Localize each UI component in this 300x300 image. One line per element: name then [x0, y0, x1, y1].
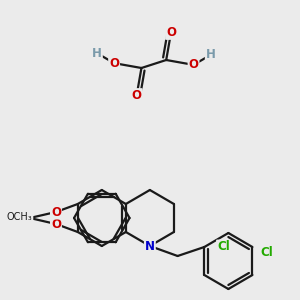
Text: OCH₃: OCH₃ [6, 212, 32, 222]
Text: Cl: Cl [217, 241, 230, 254]
Text: O: O [51, 206, 61, 218]
Text: Cl: Cl [260, 247, 273, 260]
Text: O: O [109, 57, 119, 70]
Text: O: O [132, 89, 142, 102]
Text: O: O [51, 218, 61, 230]
Text: N: N [145, 239, 155, 253]
Text: O: O [188, 58, 199, 71]
Text: O: O [166, 26, 176, 39]
Text: H: H [206, 48, 216, 62]
Text: OCH₃: OCH₃ [6, 214, 32, 224]
Text: H: H [92, 46, 102, 60]
